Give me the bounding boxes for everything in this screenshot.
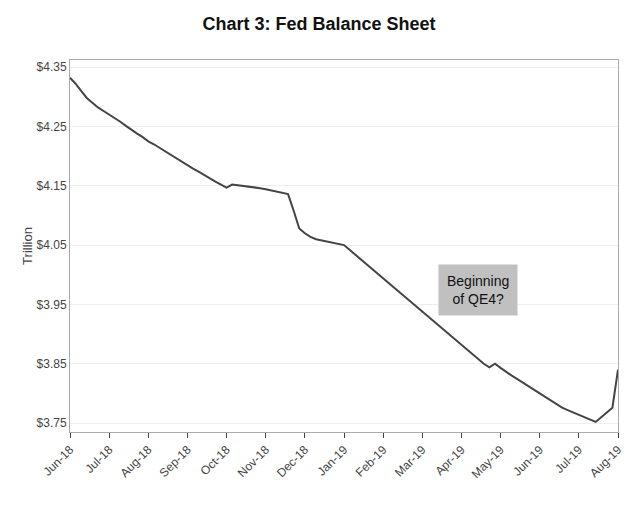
- svg-text:Apr-19: Apr-19: [432, 443, 468, 479]
- svg-text:Aug-19: Aug-19: [587, 443, 624, 480]
- svg-text:Jun-19: Jun-19: [510, 443, 546, 479]
- svg-text:Jun-18: Jun-18: [41, 443, 77, 479]
- svg-text:$3.85: $3.85: [37, 357, 67, 371]
- svg-text:$3.95: $3.95: [37, 298, 67, 312]
- svg-text:$4.35: $4.35: [37, 60, 67, 74]
- svg-text:Sep-18: Sep-18: [157, 443, 194, 480]
- svg-text:$4.25: $4.25: [37, 120, 67, 134]
- svg-text:Jul-19: Jul-19: [552, 443, 585, 476]
- svg-text:$3.75: $3.75: [37, 416, 67, 430]
- svg-text:Dec-18: Dec-18: [274, 443, 311, 480]
- svg-text:Feb-19: Feb-19: [353, 443, 390, 480]
- svg-text:Jul-18: Jul-18: [82, 443, 115, 476]
- svg-text:Beginningof QE4?: Beginningof QE4?: [447, 273, 509, 307]
- svg-text:Nov-18: Nov-18: [235, 443, 272, 480]
- svg-text:Chart 3: Fed Balance Sheet: Chart 3: Fed Balance Sheet: [202, 14, 435, 34]
- svg-text:Jan-19: Jan-19: [315, 443, 351, 479]
- svg-text:$4.15: $4.15: [37, 179, 67, 193]
- svg-text:May-19: May-19: [469, 443, 507, 481]
- svg-text:Oct-18: Oct-18: [198, 443, 234, 479]
- svg-text:Aug-18: Aug-18: [117, 443, 154, 480]
- svg-text:Mar-19: Mar-19: [392, 443, 429, 480]
- svg-text:Trillion: Trillion: [20, 227, 35, 265]
- svg-text:$4.05: $4.05: [37, 238, 67, 252]
